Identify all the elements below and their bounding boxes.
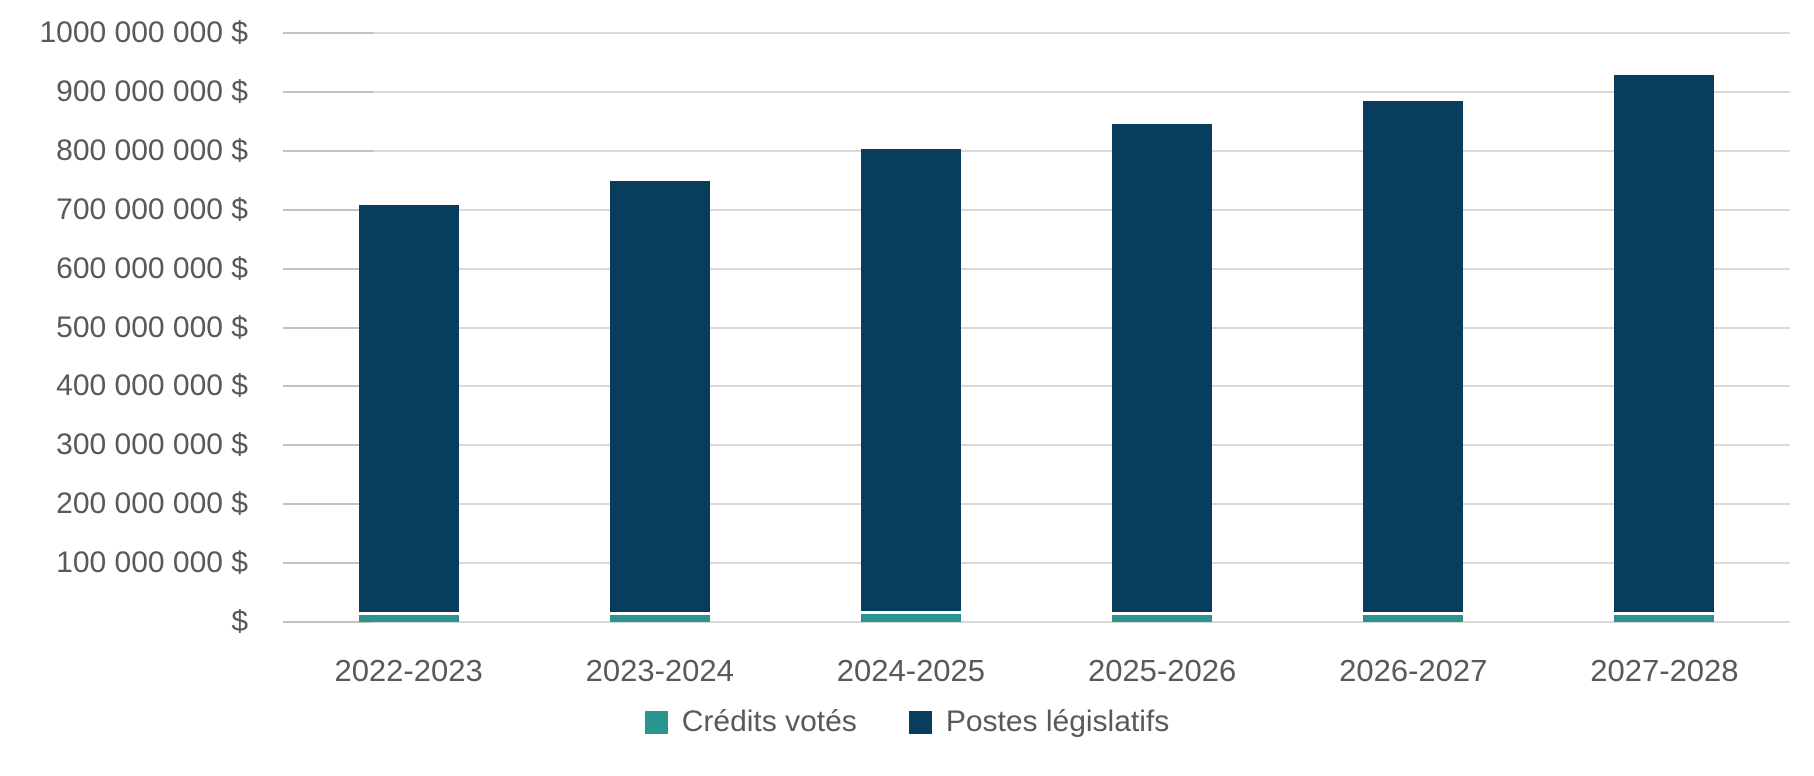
bar-segment-postes-législatifs (860, 149, 961, 614)
bar-2027-2028 (1614, 75, 1715, 622)
gridline (283, 444, 1790, 447)
bar-segment-crédits-votés (358, 614, 459, 622)
bar-segment-postes-législatifs (609, 180, 710, 615)
y-axis-tick-label: 200 000 000 $ (56, 487, 248, 521)
gridline (283, 562, 1790, 565)
y-axis-tick (283, 503, 373, 506)
y-axis-tick-label: 300 000 000 $ (56, 428, 248, 462)
gridline (283, 267, 1790, 270)
bar-segment-postes-législatifs (1363, 100, 1464, 615)
y-axis-tick (283, 149, 373, 152)
legend-item-postes-législatifs: Postes législatifs (908, 705, 1170, 739)
bar-segment-crédits-votés (1363, 614, 1464, 622)
legend: Crédits votés Postes législatifs (0, 700, 1814, 744)
legend-swatch-icon (644, 710, 668, 734)
bar-2023-2024 (609, 180, 710, 622)
x-axis-category-label: 2026-2027 (1339, 653, 1488, 688)
y-axis-tick-label: 500 000 000 $ (56, 310, 248, 344)
y-axis-tick (283, 90, 373, 93)
gridline (283, 326, 1790, 329)
legend-swatch-icon (908, 710, 932, 734)
y-axis-tick-label: 800 000 000 $ (56, 133, 248, 167)
gridline (283, 385, 1790, 388)
x-axis-category-label: 2027-2028 (1590, 653, 1739, 688)
y-axis-tick (283, 621, 373, 623)
bar-segment-crédits-votés (860, 613, 961, 622)
bar-2025-2026 (1112, 124, 1213, 622)
bar-segment-crédits-votés (609, 614, 710, 622)
gridline (283, 208, 1790, 211)
gridline (283, 149, 1790, 152)
y-axis-tick (283, 444, 373, 447)
bar-segment-postes-législatifs (358, 205, 459, 615)
bar-segment-crédits-votés (1112, 614, 1213, 622)
y-axis-tick-label: 600 000 000 $ (56, 251, 248, 285)
legend-item-crédits-votés: Crédits votés (644, 705, 857, 739)
x-axis-category-label: 2023-2024 (585, 653, 734, 688)
y-axis-tick-label: 400 000 000 $ (56, 369, 248, 403)
bar-segment-crédits-votés (1614, 614, 1715, 622)
gridline (283, 503, 1790, 506)
y-axis-tick-label: 1000 000 000 $ (39, 16, 248, 49)
y-axis-tick (283, 208, 373, 211)
y-axis-tick-label: 700 000 000 $ (56, 192, 248, 226)
bar-segment-postes-législatifs (1112, 124, 1213, 615)
x-axis-category-label: 2024-2025 (836, 653, 986, 688)
x-axis-category-label: 2022-2023 (334, 653, 483, 688)
bar-2024-2025 (860, 149, 961, 622)
y-axis-tick-label: 100 000 000 $ (56, 546, 248, 580)
gridline (283, 90, 1790, 93)
legend-label: Crédits votés (681, 705, 857, 738)
x-axis-category-label: 2025-2026 (1087, 653, 1237, 688)
y-axis-tick-label: $ (231, 605, 248, 638)
y-axis-tick (283, 385, 373, 388)
y-axis-tick (283, 562, 373, 565)
y-axis-tick (283, 267, 373, 270)
bar-segment-postes-législatifs (1614, 75, 1715, 615)
y-axis-tick (283, 32, 373, 34)
bar-2026-2027 (1363, 100, 1464, 622)
legend-label: Postes législatifs (945, 705, 1170, 738)
y-axis-tick-label: 900 000 000 $ (56, 74, 248, 108)
gridline (283, 621, 1790, 623)
bar-2022-2023 (358, 205, 459, 622)
y-axis-tick (283, 326, 373, 329)
gridline (283, 32, 1790, 34)
